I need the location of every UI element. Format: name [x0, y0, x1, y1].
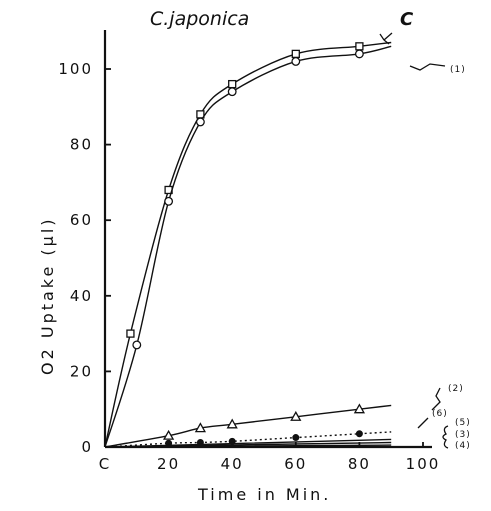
x-axis-label: Time in Min.	[197, 485, 331, 504]
y-tick-label: 0	[81, 438, 93, 456]
x-tick-label: 100	[406, 455, 441, 473]
y-tick-label: 60	[70, 211, 93, 229]
series-label: (3)	[455, 430, 471, 440]
data-point	[126, 329, 135, 338]
data-point	[353, 403, 366, 414]
data-point	[164, 196, 174, 206]
series-line	[104, 41, 392, 448]
series-label-pointer	[431, 387, 441, 411]
x-tick-label: 60	[284, 455, 307, 473]
series-1	[104, 45, 392, 448]
series-label: C	[400, 9, 414, 30]
data-point	[194, 422, 207, 433]
series-0	[104, 41, 392, 448]
series-label-pointer	[409, 63, 446, 71]
y-tick-label: 80	[70, 136, 93, 154]
series-label: (1)	[450, 65, 466, 75]
x-tick-label: C	[99, 455, 111, 473]
y-tick-label: 100	[58, 60, 93, 78]
series-label: (4)	[455, 441, 471, 451]
series-label: (2)	[448, 384, 464, 394]
data-point	[227, 87, 237, 97]
x-tick-label: 80	[348, 455, 371, 473]
series-label: (6)	[432, 409, 448, 419]
series-label-pointer	[442, 425, 449, 449]
data-point	[132, 340, 142, 350]
data-point	[292, 434, 300, 442]
chart-title: C.japonica	[150, 8, 249, 30]
series-6	[104, 444, 392, 448]
chart-ticks: 0 20 40 60 80 100 C 20 40 60 80 100	[58, 60, 441, 473]
y-axis-label: O2 Uptake (µl)	[38, 216, 57, 375]
data-point	[195, 117, 205, 127]
data-point	[291, 56, 301, 66]
y-tick-label: 40	[70, 287, 93, 305]
series-line	[104, 45, 392, 448]
series-labels: C (1) (2) (6) (5) (3)(4)	[379, 9, 471, 451]
series-line	[104, 444, 392, 448]
x-tick-label: 40	[221, 455, 244, 473]
series-label-pointer	[379, 32, 393, 45]
data-point	[162, 429, 175, 440]
data-point	[226, 418, 238, 429]
data-point	[228, 79, 237, 89]
y-tick-label: 20	[70, 362, 93, 380]
series-label-pointer	[417, 417, 429, 429]
series-2	[104, 403, 392, 448]
data-point	[354, 49, 364, 59]
series-label: (5)	[455, 418, 471, 428]
x-tick-label: 20	[157, 455, 180, 473]
data-point	[291, 49, 300, 59]
chart-series: C (1) (2) (6) (5) (3)(4)	[104, 9, 471, 451]
data-point	[355, 430, 363, 438]
data-point	[290, 410, 302, 421]
data-point	[355, 42, 364, 51]
